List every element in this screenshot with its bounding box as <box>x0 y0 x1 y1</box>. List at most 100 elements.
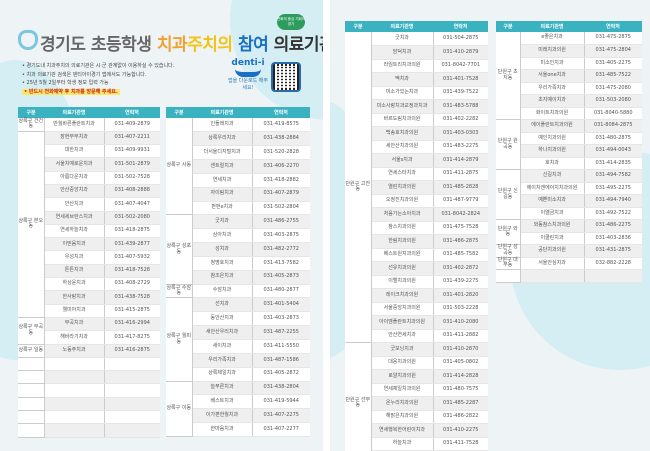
clinic-phone[interactable]: 031-501-2879 <box>103 157 160 172</box>
clinic-phone[interactable]: 031-403-2836 <box>583 232 642 245</box>
table-row: 아름다운치과 031-502-7528 <box>18 171 160 185</box>
clinic-phone[interactable]: 031-475-2080 <box>583 82 642 95</box>
clinic-phone[interactable]: 031-504-2875 <box>432 32 488 46</box>
clinic-phone[interactable]: 031-483-2275 <box>432 140 488 154</box>
clinic-phone[interactable]: 031-503-2080 <box>583 94 642 108</box>
clinic-phone[interactable]: 031-411-2875 <box>432 167 488 181</box>
clinic-phone[interactable]: 031-401-7528 <box>432 72 488 87</box>
table-row: 해바라기치과 031-417-8275 <box>18 330 160 345</box>
clinic-phone[interactable]: 031-410-2080 <box>432 315 488 330</box>
clinic-phone[interactable]: 031-409-9931 <box>103 144 160 159</box>
clinic-phone[interactable]: 031-480-7575 <box>432 383 488 397</box>
clinic-phone[interactable]: 031-408-2729 <box>103 277 160 292</box>
clinic-phone[interactable]: 031-486-2822 <box>432 410 488 424</box>
clinic-phone[interactable]: 031-475-7528 <box>432 221 488 235</box>
clinic-phone[interactable]: 031-410-2870 <box>432 342 488 357</box>
clinic-phone[interactable]: 031-407-2211 <box>103 131 160 146</box>
clinic-name: 선유치과의원 <box>371 261 433 276</box>
clinic-phone[interactable]: 031-403-2873 <box>251 311 310 327</box>
clinic-phone[interactable]: 031-401-2820 <box>432 288 488 303</box>
clinic-phone[interactable]: 031-8040-5880 <box>583 107 642 120</box>
clinic-phone[interactable]: 031-480-2875 <box>583 132 642 145</box>
clinic-phone[interactable]: 031-438-2804 <box>251 381 310 396</box>
clinic-phone[interactable]: 031-418-2882 <box>251 173 310 188</box>
clinic-phone[interactable]: 031-494-0043 <box>583 144 642 158</box>
clinic-phone[interactable]: 031-485-2828 <box>432 180 488 195</box>
clinic-phone[interactable]: 031-480-2877 <box>251 284 310 299</box>
table-row: 이믿음치과 031-439-2877 <box>18 237 160 252</box>
clinic-phone[interactable]: 031-402-2282 <box>432 113 488 127</box>
table-row: 상록구 사동 인돌래치과 031-419-8575 <box>166 118 310 216</box>
clinic-phone[interactable]: 031-439-7522 <box>432 86 488 100</box>
clinic-phone[interactable]: 031-8042-7701 <box>432 59 488 73</box>
clinic-phone[interactable]: 031-413-7582 <box>251 256 310 271</box>
clinic-phone[interactable]: 031-405-2275 <box>583 57 642 70</box>
clinic-phone[interactable]: 031-414-2879 <box>432 153 488 168</box>
clinic-phone[interactable]: 031-486-2275 <box>583 219 642 233</box>
clinic-phone[interactable]: 031-407-2275 <box>251 408 310 424</box>
clinic-phone[interactable]: 031-502-7528 <box>103 171 160 185</box>
clinic-phone[interactable]: 031-492-7522 <box>583 207 642 220</box>
clinic-phone[interactable]: 031-495-2275 <box>583 182 642 195</box>
clinic-phone[interactable]: 031-403-0303 <box>432 126 488 141</box>
clinic-phone[interactable]: 031-438-2884 <box>251 131 310 147</box>
clinic-phone[interactable]: 031-415-2875 <box>103 304 160 318</box>
clinic-phone[interactable]: 031-485-2287 <box>432 396 488 411</box>
clinic-phone[interactable]: 031-414-2828 <box>432 369 488 384</box>
clinic-phone[interactable]: 031-487-9779 <box>432 194 488 208</box>
clinic-phone[interactable]: 031-485-7522 <box>583 69 642 83</box>
clinic-phone[interactable]: 031-407-5932 <box>103 250 160 265</box>
clinic-phone[interactable]: 031-407-4047 <box>103 197 160 212</box>
clinic-phone[interactable]: 031-403-2875 <box>251 228 310 244</box>
clinic-phone[interactable]: 031-520-2828 <box>251 145 310 161</box>
clinic-phone[interactable]: 031-494-7582 <box>583 169 642 183</box>
qr-code[interactable] <box>271 62 301 92</box>
clinic-phone[interactable]: 031-431-2875 <box>583 244 642 258</box>
clinic-phone[interactable]: 031-8084-2875 <box>583 119 642 133</box>
clinic-phone[interactable]: 031-439-2275 <box>432 275 488 289</box>
clinic-phone[interactable]: 031-419-8575 <box>251 118 310 133</box>
clinic-phone[interactable]: 031-487-2255 <box>251 325 310 340</box>
table-row: 단원구 대부동 서울안심치과 032-882-2228 <box>496 257 642 270</box>
clinic-phone[interactable]: 031-405-2872 <box>251 367 310 382</box>
clinic-phone[interactable]: 031-411-5550 <box>251 339 310 354</box>
clinic-phone[interactable]: 032-882-2228 <box>583 257 642 270</box>
table-row: 단원구 성곡동 공단치과의원 031-431-2875 <box>496 244 642 258</box>
clinic-phone[interactable]: 031-416-2875 <box>103 344 160 358</box>
clinic-phone[interactable]: 031-486-2875 <box>432 234 488 249</box>
clinic-phone[interactable]: 031-475-2804 <box>583 44 642 58</box>
clinic-phone[interactable]: 031-407-2879 <box>251 187 310 202</box>
clinic-phone[interactable]: 031-405-0802 <box>432 356 488 370</box>
clinic-phone[interactable]: 031-411-2882 <box>432 329 488 343</box>
clinic-phone[interactable]: 031-438-7528 <box>103 290 160 305</box>
clinic-phone[interactable]: 031-8042-2824 <box>432 207 488 222</box>
clinic-phone[interactable]: 031-414-2835 <box>583 157 642 170</box>
clinic-phone[interactable]: 031-405-2873 <box>251 270 310 285</box>
clinic-phone[interactable]: 031-408-2888 <box>103 184 160 199</box>
clinic-phone[interactable]: 031-486-2755 <box>251 214 310 230</box>
clinic-phone[interactable]: 031-418-2875 <box>103 224 160 239</box>
clinic-phone[interactable]: 031-406-2270 <box>251 159 310 174</box>
clinic-phone[interactable]: 031-482-2772 <box>251 242 310 257</box>
clinic-phone[interactable]: 031-416-2994 <box>103 317 160 332</box>
clinic-phone[interactable]: 031-502-2080 <box>103 211 160 225</box>
clinic-phone[interactable]: 031-487-1586 <box>251 353 310 368</box>
clinic-phone[interactable]: 031-401-5404 <box>251 297 310 313</box>
clinic-phone[interactable]: 031-410-2879 <box>432 45 488 60</box>
clinic-phone[interactable]: 031-503-2228 <box>432 302 488 316</box>
clinic-phone[interactable]: 031-475-2875 <box>583 32 642 45</box>
clinic-phone[interactable]: 031-410-2275 <box>432 423 488 438</box>
clinic-name: 하나치과의원 <box>520 144 584 158</box>
clinic-phone[interactable]: 031-402-2872 <box>432 261 488 276</box>
clinic-phone[interactable]: 031-494-7940 <box>583 194 642 208</box>
clinic-phone[interactable]: 031-411-7528 <box>432 437 488 451</box>
clinic-phone[interactable]: 031-418-7528 <box>103 264 160 279</box>
clinic-phone[interactable]: 031-502-2804 <box>251 201 310 216</box>
clinic-phone[interactable]: 031-483-5788 <box>432 99 488 114</box>
clinic-phone[interactable]: 031-439-2877 <box>103 237 160 252</box>
clinic-phone[interactable]: 031-417-8275 <box>103 330 160 345</box>
clinic-phone[interactable]: 031-485-7582 <box>432 248 488 262</box>
clinic-phone[interactable]: 031-409-2879 <box>103 118 160 132</box>
clinic-phone[interactable]: 031-407-2277 <box>251 422 310 437</box>
clinic-phone[interactable]: 031-419-5944 <box>251 394 310 410</box>
